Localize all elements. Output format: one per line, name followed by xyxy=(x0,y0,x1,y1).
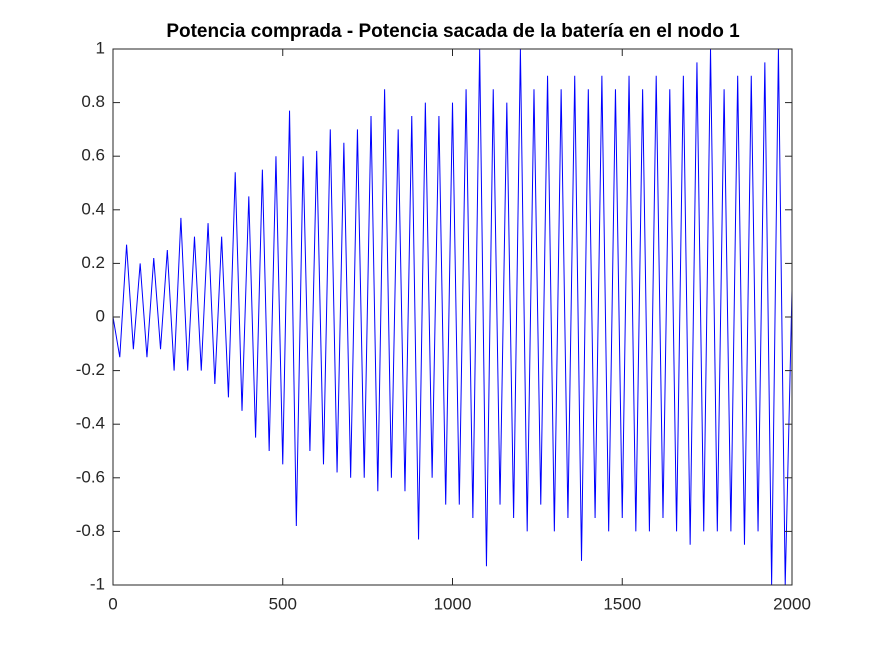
y-tick-label: -0.2 xyxy=(76,360,105,379)
y-tick-label: 0.8 xyxy=(81,92,105,111)
y-tick-label: 0.6 xyxy=(81,146,105,165)
chart-title: Potencia comprada - Potencia sacada de l… xyxy=(166,21,740,42)
y-tick-label: 0 xyxy=(96,306,105,325)
y-tick-label: -0.6 xyxy=(76,467,105,486)
y-tick-label: 0.2 xyxy=(81,253,105,272)
y-tick-label: -0.4 xyxy=(76,414,105,433)
y-tick-label: 1 xyxy=(96,38,105,57)
data-line xyxy=(113,49,792,585)
x-tick-label: 2000 xyxy=(773,594,811,613)
x-tick-label: 500 xyxy=(269,594,297,613)
y-tick-label: 0.4 xyxy=(81,199,105,218)
x-tick-label: 1500 xyxy=(603,594,641,613)
x-tick-label: 1000 xyxy=(434,594,472,613)
x-tick-label: 0 xyxy=(108,594,117,613)
y-tick-label: -1 xyxy=(90,574,105,593)
y-tick-label: -0.8 xyxy=(76,521,105,540)
